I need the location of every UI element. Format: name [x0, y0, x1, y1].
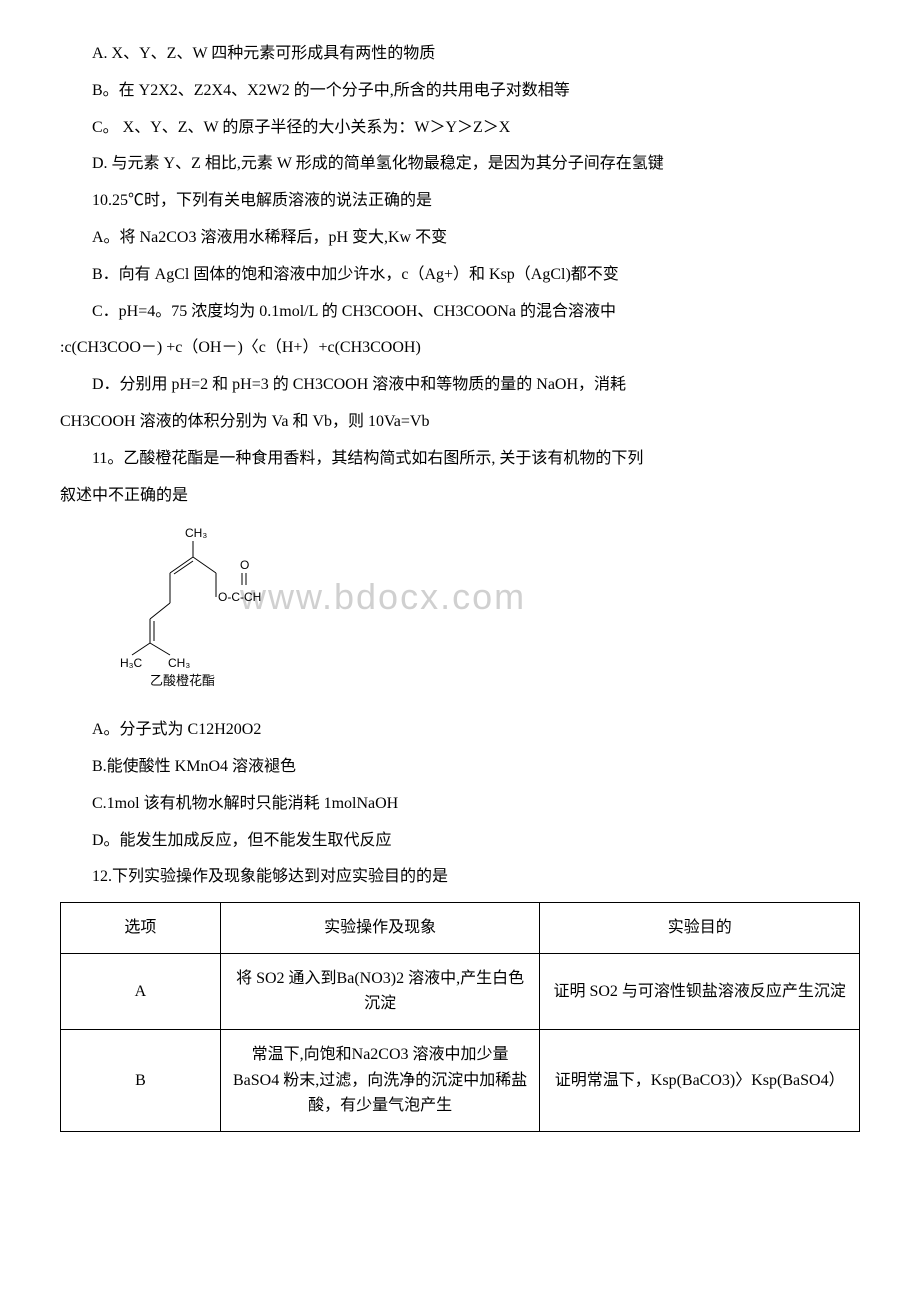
header-operation: 实验操作及现象 — [220, 903, 540, 954]
option-b-q10: B．向有 AgCl 固体的饱和溶液中加少许水，c（Ag+）和 Ksp（AgCl)… — [60, 261, 860, 290]
question-11-line2: 叙述中不正确的是 — [60, 482, 860, 511]
question-11-line1: 11。乙酸橙花酯是一种食用香料，其结构简式如右图所示, 关于该有机物的下列 — [60, 445, 860, 474]
h3c-label: H₃C — [120, 656, 143, 670]
option-c-q11: C.1mol 该有机物水解时只能消耗 1molNaOH — [60, 790, 860, 819]
header-purpose: 实验目的 — [540, 903, 860, 954]
option-d-q9: D. 与元素 Y、Z 相比,元素 W 形成的简单氢化物最稳定，是因为其分子间存在… — [60, 150, 860, 179]
table-row: B 常温下,向饱和Na2CO3 溶液中加少量BaSO4 粉末,过滤，向洗净的沉淀… — [61, 1029, 860, 1131]
question-10: 10.25℃时，下列有关电解质溶液的说法正确的是 — [60, 187, 860, 216]
option-c-q10-line2: :c(CH3COO－) +c（OH－)〈c（H+）+c(CH3COOH) — [60, 334, 860, 363]
cell-operation: 将 SO2 通入到Ba(NO3)2 溶液中,产生白色沉淀 — [220, 953, 540, 1029]
molecule-caption: 乙酸橙花酯 — [150, 673, 215, 688]
cell-option: B — [61, 1029, 221, 1131]
option-c-q10-line1: C．pH=4。75 浓度均为 0.1mol/L 的 CH3COOH、CH3COO… — [60, 298, 860, 327]
header-option: 选项 — [61, 903, 221, 954]
ch3-bottom-label: CH₃ — [168, 656, 190, 670]
option-d-q11: D。能发生加成反应，但不能发生取代反应 — [60, 827, 860, 856]
table-header-row: 选项 实验操作及现象 实验目的 — [61, 903, 860, 954]
option-b-q9: B。在 Y2X2、Z2X4、X2W2 的一个分子中,所含的共用电子对数相等 — [60, 77, 860, 106]
option-a-q11: A。分子式为 C12H20O2 — [60, 716, 860, 745]
och-label: O-C-CH — [218, 590, 261, 604]
o-double-label: O — [240, 558, 249, 572]
option-a-q9: A. X、Y、Z、W 四种元素可形成具有两性的物质 — [60, 40, 860, 69]
cell-purpose: 证明 SO2 与可溶性钡盐溶液反应产生沉淀 — [540, 953, 860, 1029]
molecule-svg: CH₃ O O-C-CH H₃C CH₃ 乙酸橙花酯 — [120, 525, 320, 690]
experiment-table: 选项 实验操作及现象 实验目的 A 将 SO2 通入到Ba(NO3)2 溶液中,… — [60, 902, 860, 1132]
option-c-q9: C。 X、Y、Z、W 的原子半径的大小关系为：W＞Y＞Z＞X — [60, 114, 860, 143]
cell-operation: 常温下,向饱和Na2CO3 溶液中加少量BaSO4 粉末,过滤，向洗净的沉淀中加… — [220, 1029, 540, 1131]
option-b-q11: B.能使酸性 KMnO4 溶液褪色 — [60, 753, 860, 782]
table-row: A 将 SO2 通入到Ba(NO3)2 溶液中,产生白色沉淀 证明 SO2 与可… — [61, 953, 860, 1029]
option-a-q10: A。将 Na2CO3 溶液用水稀释后，pH 变大,Kw 不变 — [60, 224, 860, 253]
cell-purpose: 证明常温下，Ksp(BaCO3)〉Ksp(BaSO4） — [540, 1029, 860, 1131]
option-d-q10-line1: D．分别用 pH=2 和 pH=3 的 CH3COOH 溶液中和等物质的量的 N… — [60, 371, 860, 400]
option-d-q10-line2: CH3COOH 溶液的体积分别为 Va 和 Vb，则 10Va=Vb — [60, 408, 860, 437]
cell-option: A — [61, 953, 221, 1029]
ch3-top-label: CH₃ — [185, 526, 207, 540]
chemical-structure-diagram: www.bdocx.com CH₃ O O-C-CH H₃C CH₃ 乙酸橙花酯 — [120, 525, 860, 701]
question-12: 12.下列实验操作及现象能够达到对应实验目的的是 — [60, 863, 860, 892]
